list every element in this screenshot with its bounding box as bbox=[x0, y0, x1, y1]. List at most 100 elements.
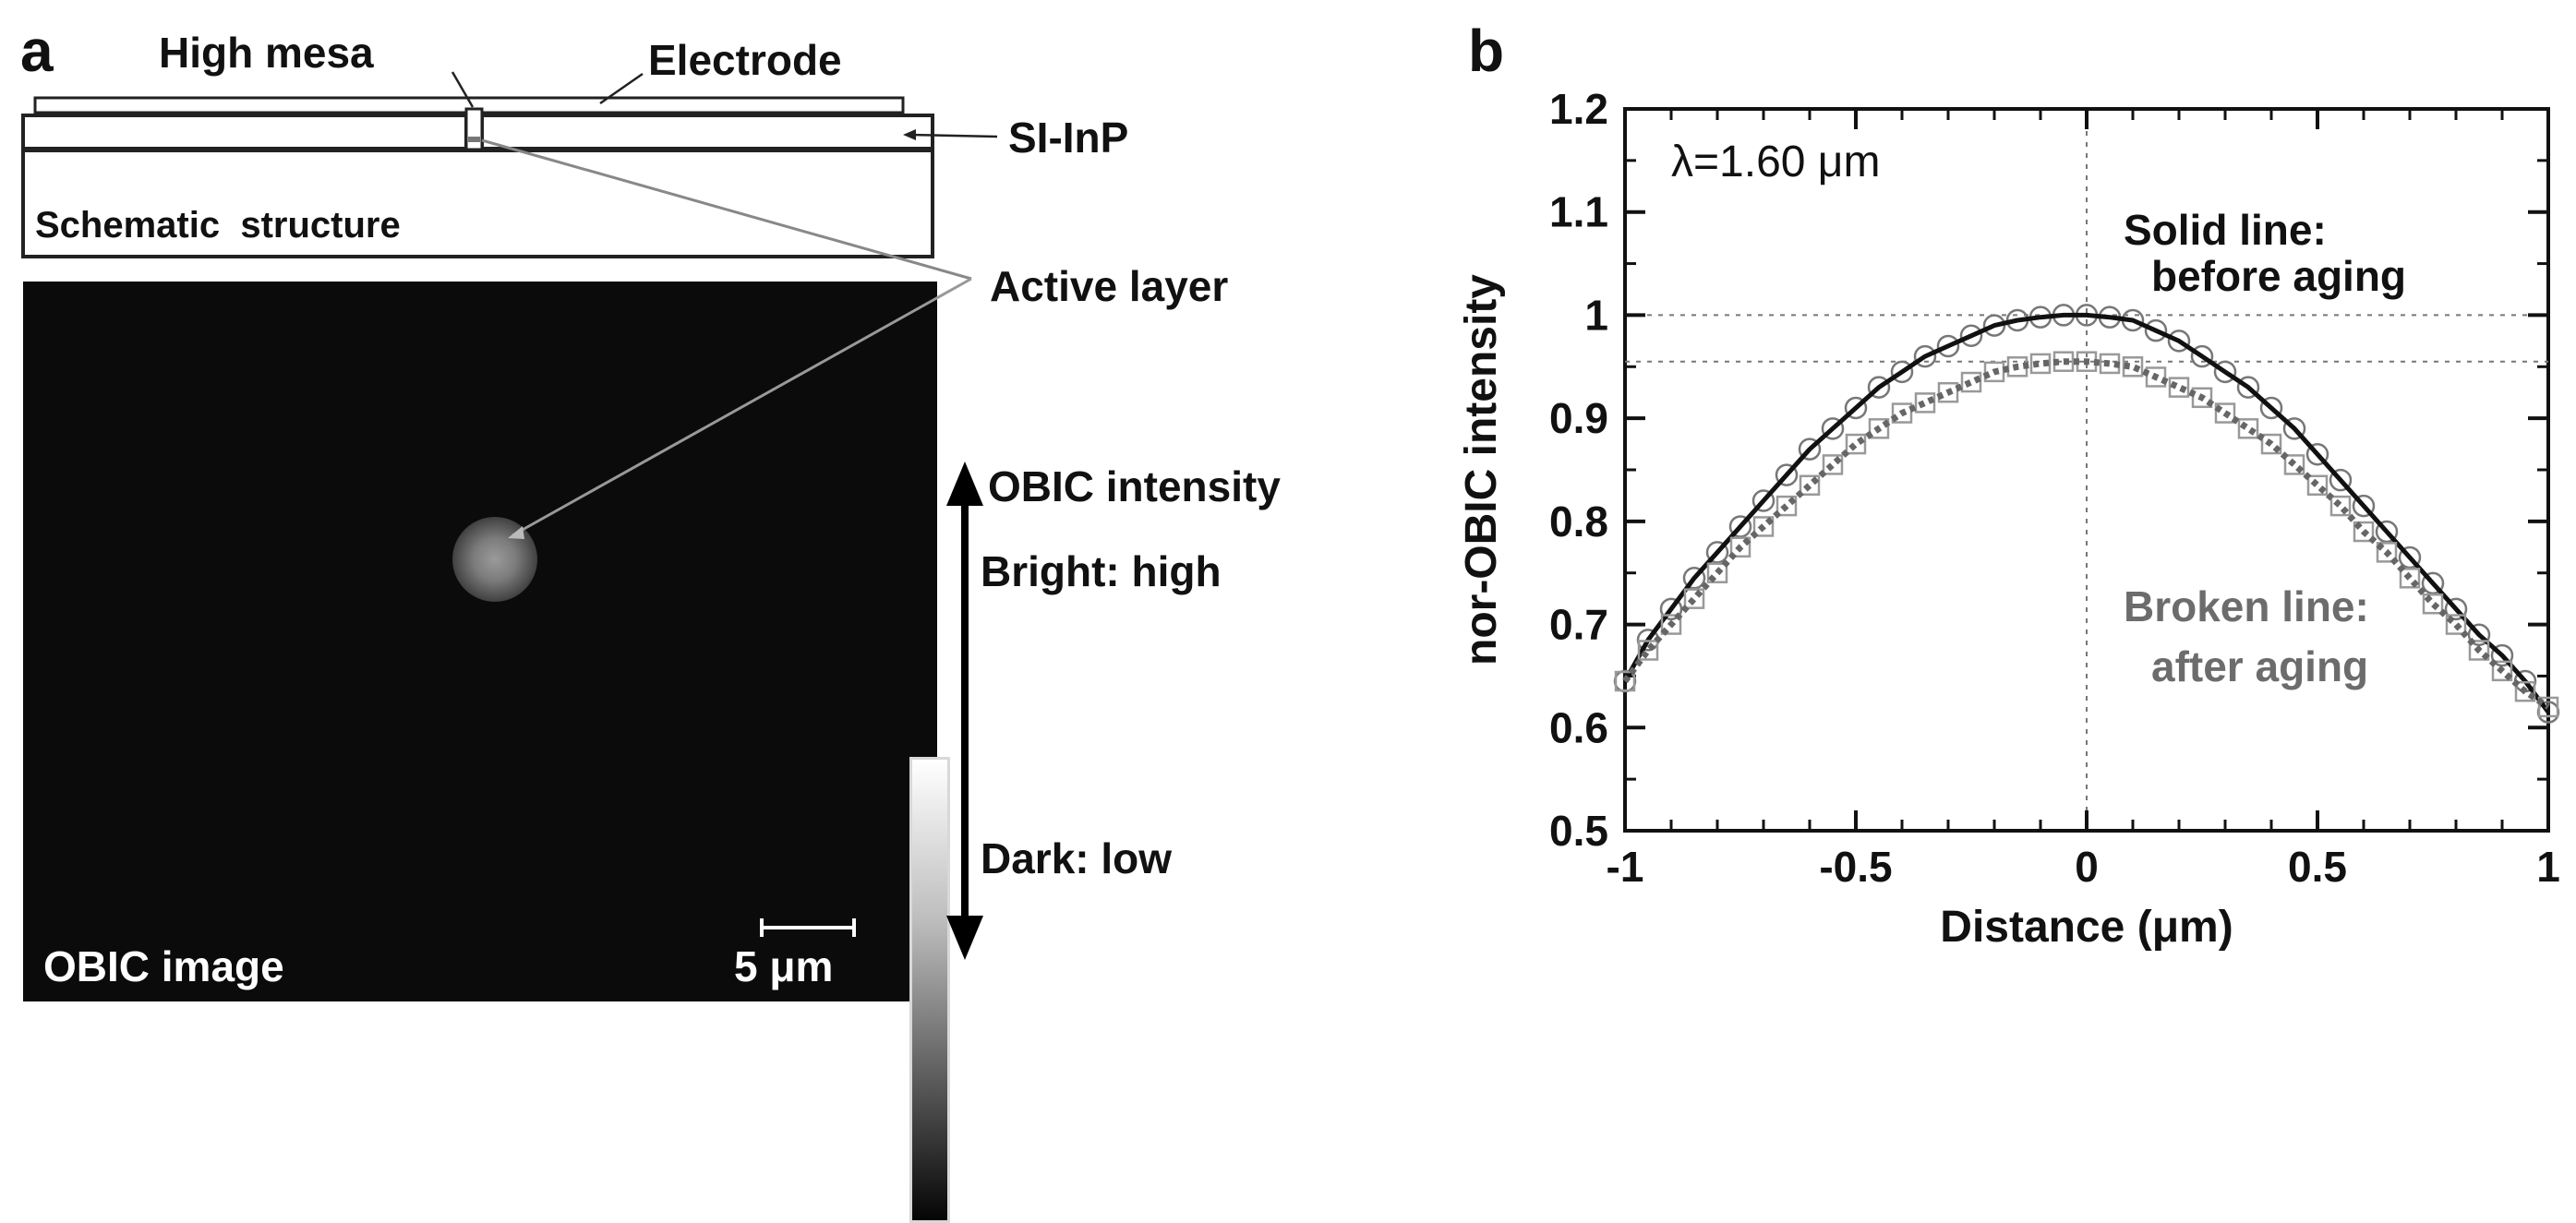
series-after-aging-point-3 bbox=[1683, 588, 1705, 609]
series-after-aging-point-30 bbox=[2306, 474, 2329, 497]
series-after-aging-point-37 bbox=[2468, 640, 2490, 661]
series-before-aging-point-29 bbox=[2282, 417, 2306, 440]
series-before-aging-line bbox=[1622, 312, 2551, 713]
y-tick-label: 1.2 bbox=[1549, 85, 1608, 133]
x-tick-label: -1 bbox=[1607, 843, 1644, 891]
series-after-aging-point-27 bbox=[2237, 418, 2259, 439]
series-before-aging-point-31 bbox=[2329, 468, 2353, 492]
series-before-aging-point-5 bbox=[1728, 515, 1752, 538]
series-after-aging-line bbox=[1622, 358, 2550, 710]
series-before-aging-point-24 bbox=[2167, 330, 2191, 353]
label-solid-line-1: Solid line: bbox=[2124, 206, 2327, 254]
series-after-aging-point-16 bbox=[1983, 361, 2005, 383]
label-broken-line-1: Broken line: bbox=[2124, 582, 2369, 630]
series-after-aging-point-18 bbox=[2029, 353, 2052, 375]
series-after-aging-point-9 bbox=[1822, 454, 1844, 475]
electrode-leader bbox=[599, 72, 644, 105]
intensity-profile-chart: 0.5 0.6 0.7 0.8 0.9 1 1.1 1.2 -1 -0.5 0 0.5 1 Distanc… bbox=[1457, 85, 2560, 952]
x-tick-label: -0.5 bbox=[1819, 843, 1892, 891]
label-broken-line-2: after aging bbox=[2151, 642, 2369, 690]
label-high-mesa: High mesa bbox=[159, 29, 374, 77]
panel-b-letter: b bbox=[1468, 18, 1505, 84]
series-before-aging-point-30 bbox=[2305, 442, 2329, 466]
series-before-aging-point-8 bbox=[1798, 438, 1822, 461]
y-tick-label: 1 bbox=[1584, 291, 1608, 339]
series-after-aging-point-33 bbox=[2376, 542, 2398, 563]
series-after-aging-point-35 bbox=[2422, 593, 2444, 615]
series-after-aging-point-40 bbox=[2537, 696, 2559, 718]
scale-bar bbox=[760, 918, 856, 937]
label-si-inp: SI-InP bbox=[1008, 114, 1129, 162]
series-before-aging-point-36 bbox=[2444, 597, 2468, 621]
series-before-aging-point-27 bbox=[2236, 376, 2260, 399]
series-after-aging-point-24 bbox=[2168, 377, 2190, 398]
series-after-aging-point-7 bbox=[1776, 495, 1798, 517]
series-after-aging-point-22 bbox=[2122, 356, 2144, 378]
series-after-aging-point-2 bbox=[1660, 614, 1682, 635]
label-dark-low: Dark: low bbox=[981, 834, 1173, 882]
series-after-aging-point-36 bbox=[2445, 614, 2467, 635]
series-after-aging-point-12 bbox=[1891, 402, 1913, 424]
series-after-aging-point-28 bbox=[2260, 433, 2282, 455]
y-tick-label: 0.5 bbox=[1549, 807, 1608, 855]
label-bright-high: Bright: high bbox=[981, 547, 1222, 595]
series-after-aging-point-39 bbox=[2514, 680, 2536, 702]
series-before-aging-point-9 bbox=[1821, 417, 1845, 440]
series-after-aging-point-29 bbox=[2283, 454, 2305, 475]
label-electrode: Electrode bbox=[648, 36, 842, 84]
series-before-aging-point-11 bbox=[1867, 376, 1891, 399]
high-mesa-leader bbox=[451, 71, 475, 108]
series-after-aging-point-10 bbox=[1845, 433, 1867, 455]
schematic-structure-diagram bbox=[21, 71, 998, 258]
series-after-aging-point-32 bbox=[2353, 521, 2375, 543]
si-inp-arrowhead bbox=[903, 129, 916, 140]
series-before-aging-point-35 bbox=[2421, 571, 2445, 595]
series-before-aging-point-34 bbox=[2398, 546, 2422, 570]
y-axis-label: nor-OBIC intensity bbox=[1457, 274, 1506, 665]
series-before-aging-point-38 bbox=[2490, 643, 2514, 667]
x-tick-label: 1 bbox=[2536, 843, 2560, 891]
series-after-aging-point-34 bbox=[2399, 568, 2421, 589]
series-before-aging-point-23 bbox=[2144, 318, 2168, 342]
series-after-aging-point-38 bbox=[2491, 660, 2513, 682]
label-obic-intensity: OBIC intensity bbox=[988, 462, 1281, 510]
series-before-aging-point-14 bbox=[1936, 334, 1960, 358]
substrate bbox=[21, 149, 934, 258]
series-after-aging-point-11 bbox=[1868, 418, 1890, 439]
series-after-aging-point-15 bbox=[1960, 371, 1982, 393]
annotation-lambda: λ=1.60 μm bbox=[1671, 138, 1881, 186]
panel-a-letter: a bbox=[20, 18, 54, 84]
series-after-aging-point-13 bbox=[1914, 392, 1936, 414]
active-layer-leaders bbox=[481, 138, 983, 960]
y-tick-label: 0.7 bbox=[1549, 601, 1608, 649]
label-active-layer: Active layer bbox=[990, 262, 1229, 310]
series-after-aging-point-1 bbox=[1637, 640, 1659, 661]
label-obic-image: OBIC image bbox=[43, 942, 284, 990]
series-after-aging-point-4 bbox=[1706, 562, 1728, 583]
series-before-aging-point-13 bbox=[1913, 344, 1937, 368]
series-after-aging-point-14 bbox=[1937, 381, 1959, 403]
series-before-aging-point-15 bbox=[1959, 324, 1983, 348]
y-tick-label: 1.1 bbox=[1549, 188, 1608, 236]
series-after-aging-point-8 bbox=[1799, 474, 1821, 497]
series-after-aging-point-0 bbox=[1614, 670, 1636, 692]
label-solid-line-2: before aging bbox=[2151, 252, 2407, 300]
series-before-aging-point-4 bbox=[1705, 541, 1729, 564]
y-tick-label: 0.8 bbox=[1549, 498, 1608, 546]
x-tick-label: 0 bbox=[2075, 843, 2099, 891]
scale-bar-label: 5 μm bbox=[734, 942, 834, 990]
si-inp-leader bbox=[909, 133, 998, 138]
obic-image: 5 μm OBIC image bbox=[23, 282, 950, 1223]
series-before-aging-point-26 bbox=[2213, 360, 2237, 384]
y-tick-label: 0.9 bbox=[1549, 394, 1608, 442]
series-before-aging-point-37 bbox=[2467, 623, 2491, 646]
series-before-aging-point-12 bbox=[1890, 360, 1914, 384]
series-after-aging-point-31 bbox=[2329, 495, 2352, 517]
series-before-aging-point-6 bbox=[1751, 489, 1776, 512]
active-layer-mark bbox=[468, 137, 480, 142]
series-before-aging-point-7 bbox=[1775, 463, 1799, 486]
series-before-aging-point-3 bbox=[1682, 567, 1706, 590]
y-tick-label: 0.6 bbox=[1549, 703, 1608, 751]
series-after-aging-point-25 bbox=[2191, 387, 2213, 409]
series-before-aging-point-33 bbox=[2375, 520, 2399, 544]
